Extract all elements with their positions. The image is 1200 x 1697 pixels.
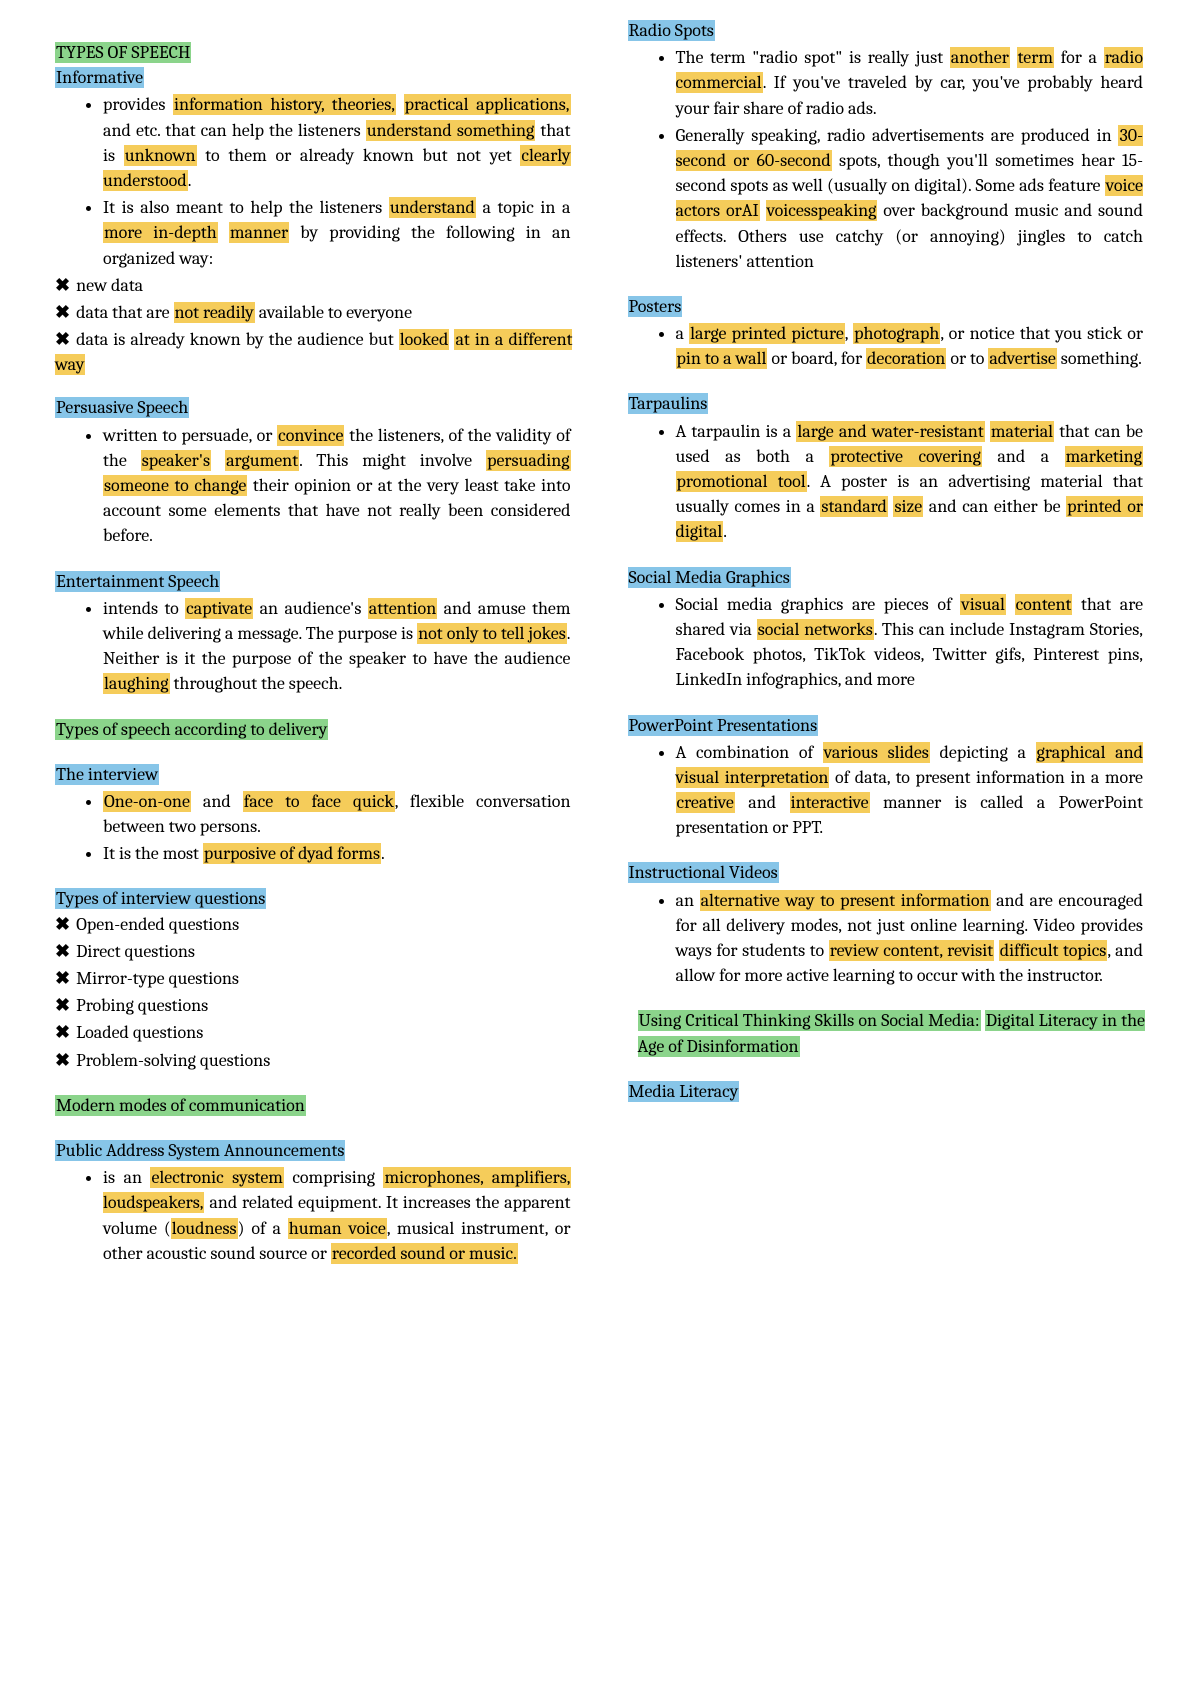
x-item: Open-ended questions [55,912,573,937]
list-item: A combination of various slides depictin… [676,740,1146,841]
list-interview: One-on-one and face to face quick, flexi… [55,789,573,867]
heading-media-literacy: Media Literacy [628,1081,740,1102]
list-item: Generally speaking, radio advertisements… [676,123,1146,274]
right-column: Radio Spots The term "radio spot" is rea… [628,40,1146,1286]
list-informative: provides information history, theories, … [55,92,573,270]
x-item: data is already known by the audience bu… [55,327,573,377]
list-item: It is also meant to help the listeners u… [103,195,573,271]
x-item: Loaded questions [55,1020,573,1045]
x-item: Direct questions [55,939,573,964]
list-tarp: A tarpaulin is a large and water-resista… [628,419,1146,545]
title-types-speech: TYPES OF SPEECH [55,42,191,63]
list-posters: a large printed picture, photograph, or … [628,321,1146,371]
heading-ppt: PowerPoint Presentations [628,715,819,736]
heading-posters: Posters [628,296,683,317]
x-item: Probing questions [55,993,573,1018]
list-item: One-on-one and face to face quick, flexi… [103,789,573,839]
heading-pa: Public Address System Announcements [55,1140,345,1161]
list-item: is an electronic system comprising micro… [103,1165,573,1266]
list-item: a large printed picture, photograph, or … [676,321,1146,371]
heading-interview-q: Types of interview questions [55,888,266,909]
heading-modern: Modern modes of communication [55,1095,306,1116]
list-item: Social media graphics are pieces of visu… [676,592,1146,693]
heading-tarp: Tarpaulins [628,393,709,414]
list-item: The term "radio spot" is really just ano… [676,45,1146,121]
heading-radio: Radio Spots [628,20,715,41]
list-item: written to persuade, or convince the lis… [103,423,573,549]
heading-smg: Social Media Graphics [628,567,791,588]
list-item: intends to captivate an audience's atten… [103,596,573,697]
x-item: data that are not readily available to e… [55,300,573,325]
list-ppt: A combination of various slides depictin… [628,740,1146,841]
left-column: TYPES OF SPEECH Informative provides inf… [55,40,573,1286]
list-item: A tarpaulin is a large and water-resista… [676,419,1146,545]
x-item: Problem-solving questions [55,1048,573,1073]
list-entertainment: intends to captivate an audience's atten… [55,596,573,697]
list-smg: Social media graphics are pieces of visu… [628,592,1146,693]
heading-iv: Instructional Videos [628,862,779,883]
list-item: an alternative way to present informatio… [676,888,1146,989]
heading-delivery: Types of speech according to delivery [55,719,328,740]
list-persuasive: written to persuade, or convince the lis… [55,423,573,549]
list-item: provides information history, theories, … [103,92,573,193]
document-columns: TYPES OF SPEECH Informative provides inf… [55,40,1145,1286]
heading-informative: Informative [55,67,144,88]
list-iv: an alternative way to present informatio… [628,888,1146,989]
list-pa: is an electronic system comprising micro… [55,1165,573,1266]
list-item: It is the most purposive of dyad forms. [103,841,573,866]
x-item: Mirror-type questions [55,966,573,991]
heading-entertainment: Entertainment Speech [55,571,220,592]
list-radio: The term "radio spot" is really just ano… [628,45,1146,274]
heading-interview: The interview [55,764,159,785]
x-item: new data [55,273,573,298]
heading-critical1: Using Critical Thinking Skills on Social… [638,1010,981,1031]
heading-persuasive: Persuasive Speech [55,397,189,418]
